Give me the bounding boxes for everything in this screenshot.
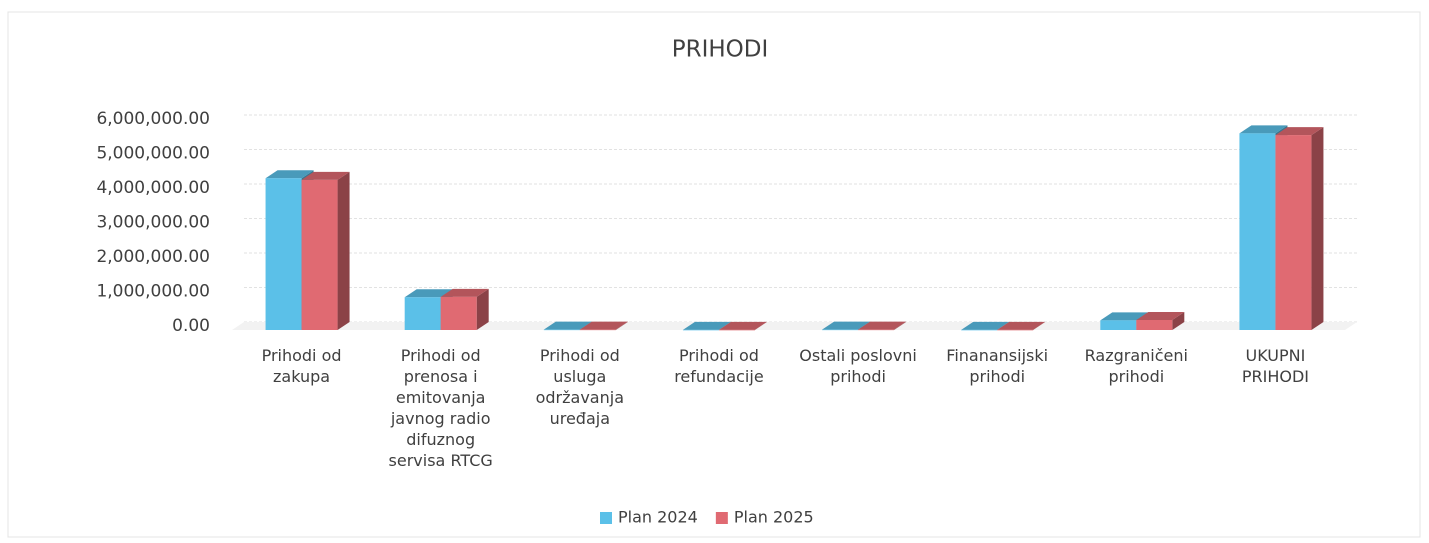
y-tick-label: 2,000,000.00 — [96, 247, 210, 267]
bar-top — [822, 321, 871, 330]
bar — [1136, 311, 1185, 330]
bar-front — [301, 179, 338, 330]
legend-label: Plan 2024 — [618, 508, 698, 527]
bar-side — [1172, 311, 1185, 330]
bar-side — [894, 321, 907, 330]
bar-top — [961, 321, 1010, 330]
x-tick-label: Prihodi od prenosa i emitovanja javnog r… — [388, 346, 493, 470]
chart-border — [7, 11, 1421, 538]
bar-front — [822, 329, 859, 331]
bar-front — [265, 178, 302, 330]
bar-front — [961, 329, 998, 331]
y-tick-label: 6,000,000.00 — [96, 109, 210, 129]
bar — [718, 321, 767, 331]
bar-front — [1239, 133, 1276, 330]
x-tick-label: Prihodi od zakupa — [261, 346, 342, 386]
chart-title: PRIHODI — [672, 37, 769, 63]
bar-front — [543, 329, 580, 331]
bar-top — [718, 321, 767, 330]
bar-front — [997, 329, 1034, 331]
bar-front — [1136, 319, 1173, 330]
x-tick-label: Prihodi od refundacije — [674, 346, 764, 386]
bar — [301, 171, 350, 330]
bar-top — [579, 321, 628, 330]
bar — [440, 288, 489, 330]
bar-top — [543, 321, 592, 330]
bar-top — [1275, 127, 1324, 136]
bar-side — [615, 321, 628, 330]
bar-side — [754, 321, 767, 330]
y-tick-label: 5,000,000.00 — [96, 144, 210, 164]
bar — [579, 321, 628, 331]
x-tick-label: UKUPNI PRIHODI — [1241, 346, 1310, 386]
bar-top — [440, 288, 489, 297]
bar-side — [1033, 321, 1046, 330]
x-tick-label: Razgraničeni prihodi — [1084, 346, 1188, 386]
y-tick-label: 4,000,000.00 — [96, 178, 210, 198]
y-tick-label: 3,000,000.00 — [96, 213, 210, 233]
bar-top — [301, 171, 350, 180]
bar-top — [682, 321, 731, 330]
bar — [997, 321, 1046, 331]
bar-top — [265, 170, 314, 179]
bar-top — [858, 321, 907, 330]
bar-side — [476, 288, 489, 330]
bar-front — [718, 329, 755, 331]
bar — [1275, 127, 1324, 330]
x-tick-label: Ostali poslovni prihodi — [799, 346, 917, 386]
bar-side — [1311, 127, 1324, 330]
bar — [858, 321, 907, 331]
bar-front — [682, 329, 719, 331]
bar-front — [579, 329, 616, 331]
y-tick-label: 0.00 — [172, 316, 210, 336]
bar-side — [337, 171, 350, 330]
legend-label: Plan 2025 — [734, 508, 814, 527]
bar-top — [1100, 312, 1149, 321]
x-tick-label: Prihodi od usluga održavanja uređaja — [535, 346, 624, 428]
bar-front — [404, 297, 441, 330]
bar-top — [997, 321, 1046, 330]
floor — [232, 322, 1357, 330]
y-tick-label: 1,000,000.00 — [96, 282, 210, 302]
bar-front — [1100, 320, 1137, 330]
bar-top — [1239, 125, 1288, 134]
bar-top — [1136, 311, 1185, 320]
bar-front — [1275, 135, 1312, 330]
bar-front — [858, 329, 895, 331]
legend-swatch — [715, 512, 728, 524]
bar-front — [440, 296, 477, 330]
bar-top — [404, 289, 453, 298]
x-tick-label: Finanansijski prihodi — [946, 346, 1049, 386]
legend-swatch — [600, 512, 612, 524]
